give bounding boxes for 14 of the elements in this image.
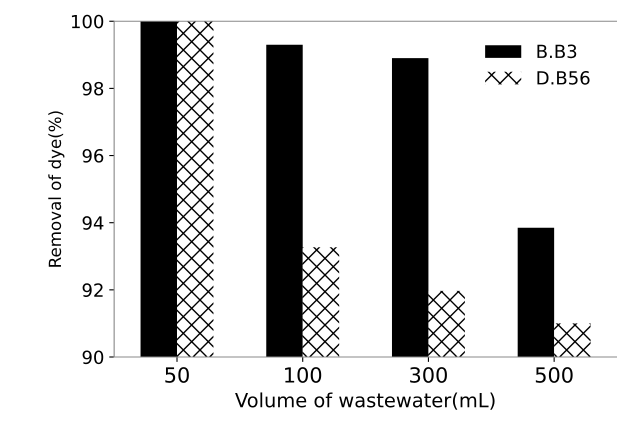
y-tick-label: 96 [82,149,104,163]
legend-label: B.B3 [537,44,576,58]
y-tick-label: 90 [82,350,104,364]
legend-label: D.B56 [537,71,590,85]
x-tick-label: 300 [410,367,447,383]
x-axis-title: Volume of wastewater(mL) [235,392,495,410]
y-tick-label: 98 [82,82,104,96]
x-tick-label: 50 [165,367,189,383]
x-tick-label: 100 [285,367,322,383]
y-tick-label: 92 [82,283,103,297]
y-axis-title: Removal of dye(%) [48,111,64,267]
y-tick-label: 94 [82,216,104,230]
y-tick-label: 100 [72,14,104,28]
x-tick-label: 500 [536,367,573,383]
